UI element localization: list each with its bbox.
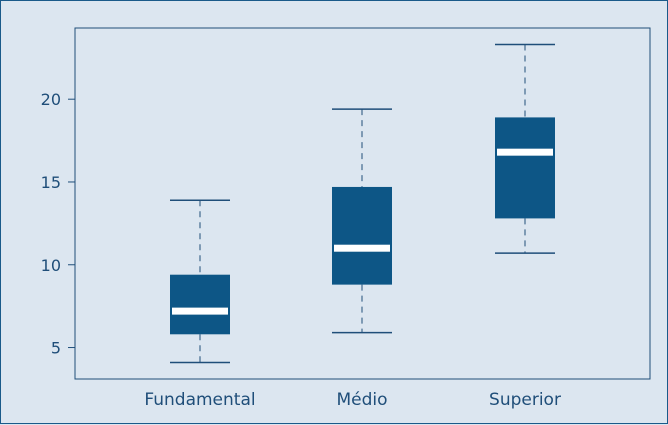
- y-tick-label: 15: [41, 173, 61, 192]
- y-axis: 5 10 15 20: [41, 90, 75, 358]
- y-tick-label: 5: [51, 339, 61, 358]
- y-tick-label: 20: [41, 90, 61, 109]
- box-group: [170, 43, 555, 364]
- plot-area-frame: [74, 27, 651, 380]
- x-axis-labels: Fundamental Médio Superior: [144, 390, 561, 410]
- median-line: [334, 244, 390, 252]
- iqr-box: [170, 274, 230, 335]
- x-category-label: Superior: [489, 390, 561, 410]
- median-line: [497, 148, 553, 156]
- iqr-box: [495, 117, 555, 219]
- median-line: [172, 307, 228, 315]
- x-category-label: Fundamental: [144, 390, 255, 410]
- iqr-box: [332, 186, 392, 285]
- x-category-label: Médio: [336, 390, 387, 410]
- y-tick-label: 10: [41, 256, 61, 275]
